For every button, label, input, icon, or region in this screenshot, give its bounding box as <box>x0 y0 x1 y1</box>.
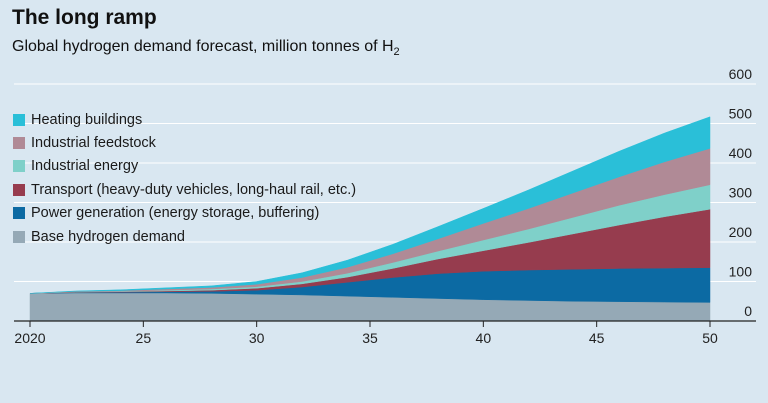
legend-swatch <box>13 113 25 126</box>
legend-swatch <box>13 183 25 196</box>
legend-item-heating-buildings: Heating buildings <box>13 108 356 131</box>
y-tick-label-200: 200 <box>729 224 753 240</box>
chart-legend: Heating buildings Industrial feedstock Ind… <box>13 108 356 248</box>
x-tick-label-2030: 30 <box>249 330 265 346</box>
legend-swatch <box>13 160 25 173</box>
y-tick-label-600: 600 <box>729 66 753 82</box>
legend-item-transport: Transport (heavy-duty vehicles, long-hau… <box>13 178 356 201</box>
legend-label: Base hydrogen demand <box>31 228 185 245</box>
y-tick-label-0: 0 <box>744 303 752 319</box>
legend-label: Heating buildings <box>31 111 143 128</box>
legend-label: Power generation (energy storage, buffer… <box>31 205 320 222</box>
legend-label: Industrial feedstock <box>31 135 156 152</box>
legend-label: Transport (heavy-duty vehicles, long-hau… <box>31 181 357 198</box>
legend-swatch <box>13 230 25 243</box>
area-heating-buildings <box>29 116 711 294</box>
legend-swatch <box>13 207 25 220</box>
y-tick-label-500: 500 <box>729 106 753 122</box>
y-tick-label-400: 400 <box>729 145 753 161</box>
legend-item-industrial-feedstock: Industrial feedstock <box>13 131 356 154</box>
legend-item-power-generation: Power generation (energy storage, buffer… <box>13 202 356 225</box>
y-tick-label-100: 100 <box>729 264 753 280</box>
subtitle-text: Global hydrogen demand forecast, million… <box>12 38 394 55</box>
legend-label: Industrial energy <box>31 158 139 175</box>
y-tick-label-300: 300 <box>729 185 753 201</box>
legend-item-industrial-energy: Industrial energy <box>13 155 356 178</box>
chart-title: The long ramp <box>12 6 157 29</box>
x-tick-label-2020: 2020 <box>14 330 45 346</box>
x-tick-label-2050: 50 <box>702 330 718 346</box>
legend-swatch <box>13 137 25 150</box>
x-tick-label-2045: 45 <box>589 330 605 346</box>
chart-subtitle: Global hydrogen demand forecast, million… <box>12 38 400 58</box>
subtitle-subscript: 2 <box>393 46 400 59</box>
x-tick-label-2035: 35 <box>362 330 378 346</box>
x-tick-label-2025: 25 <box>136 330 152 346</box>
legend-item-base-hydrogen-demand: Base hydrogen demand <box>13 225 356 248</box>
x-tick-label-2040: 40 <box>476 330 492 346</box>
